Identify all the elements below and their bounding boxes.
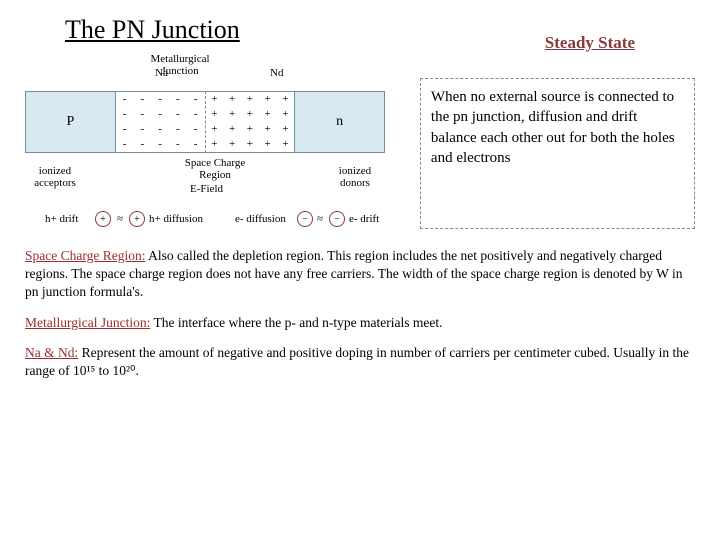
pos-charge-icon: + bbox=[265, 109, 271, 120]
neg-charge-icon: - bbox=[176, 124, 180, 135]
e-diffusion-label: e- diffusion bbox=[235, 213, 286, 225]
minus-circle-icon: − bbox=[297, 211, 313, 227]
neg-charge-icon: - bbox=[158, 94, 162, 105]
neg-charge-icon: - bbox=[158, 109, 162, 120]
h-drift-label: h+ drift bbox=[45, 213, 78, 225]
pos-charge-icon: + bbox=[229, 139, 235, 150]
pos-charge-icon: + bbox=[211, 94, 217, 105]
pos-charge-icon: + bbox=[247, 94, 253, 105]
neg-charge-icon: - bbox=[123, 124, 127, 135]
minus-circle-icon: − bbox=[329, 211, 345, 227]
approx-left: ≈ bbox=[117, 213, 123, 225]
ionized-acceptors-label: ionized acceptors bbox=[25, 165, 85, 189]
neg-charge-icon: - bbox=[141, 109, 145, 120]
efield-label: E-Field bbox=[190, 183, 223, 195]
pn-box: P -------------------- +++++++++++++++++… bbox=[25, 91, 385, 153]
def-met-text: The interface where the p- and n-type ma… bbox=[150, 315, 442, 330]
drift-diffusion-row: h+ drift + ≈ + h+ diffusion e- diffusion… bbox=[25, 209, 395, 229]
neg-charge-icon: - bbox=[123, 109, 127, 120]
e-drift-label: e- drift bbox=[349, 213, 379, 225]
def-metallurgical: Metallurgical Junction: The interface wh… bbox=[25, 314, 695, 332]
pos-charge-icon: + bbox=[229, 94, 235, 105]
metallurgical-junction-label: Metallurgical Junction bbox=[135, 53, 225, 77]
top-section: Steady State Metallurgical Junction Na N… bbox=[25, 53, 695, 229]
def-met-term: Metallurgical Junction: bbox=[25, 315, 150, 330]
def-nand-term: Na & Nd: bbox=[25, 345, 78, 360]
positive-charge-region: + + + + + + + + + + + + + + + + + + + + bbox=[206, 91, 295, 153]
plus-circle-icon: + bbox=[95, 211, 111, 227]
neg-charge-icon: - bbox=[176, 94, 180, 105]
pos-charge-icon: + bbox=[247, 109, 253, 120]
pos-charge-icon: + bbox=[282, 124, 288, 135]
pos-charge-icon: + bbox=[282, 109, 288, 120]
neg-charge-icon: - bbox=[123, 94, 127, 105]
pos-charge-icon: + bbox=[265, 124, 271, 135]
negative-charge-region: - - - - - - - - - - - - - - - - - - - - bbox=[116, 91, 206, 153]
pos-charge-icon: + bbox=[229, 109, 235, 120]
def-scr-term: Space Charge Region: bbox=[25, 248, 145, 263]
pos-charge-icon: + bbox=[211, 139, 217, 150]
n-region: n bbox=[294, 91, 385, 153]
ionized-donors-label: ionized donors bbox=[325, 165, 385, 189]
def-nand-text: Represent the amount of negative and pos… bbox=[25, 345, 689, 378]
pn-diagram: Metallurgical Junction Na Nd P ---------… bbox=[25, 53, 395, 229]
definitions: Space Charge Region: Also called the dep… bbox=[25, 247, 695, 380]
pos-charge-icon: + bbox=[247, 124, 253, 135]
pos-charge-icon: + bbox=[282, 94, 288, 105]
def-nand: Na & Nd: Represent the amount of negativ… bbox=[25, 344, 695, 380]
neg-charge-icon: - bbox=[123, 139, 127, 150]
approx-right: ≈ bbox=[317, 213, 323, 225]
neg-charge-icon: - bbox=[194, 139, 198, 150]
plus-circle-icon: + bbox=[129, 211, 145, 227]
neg-charge-icon: - bbox=[158, 124, 162, 135]
pos-charge-icon: + bbox=[247, 139, 253, 150]
p-region: P bbox=[25, 91, 116, 153]
neg-charge-icon: - bbox=[141, 124, 145, 135]
neg-charge-icon: - bbox=[141, 139, 145, 150]
neg-charge-icon: - bbox=[194, 109, 198, 120]
pos-charge-icon: + bbox=[265, 139, 271, 150]
neg-charge-icon: - bbox=[158, 139, 162, 150]
pos-charge-icon: + bbox=[265, 94, 271, 105]
explanation-box: When no external source is connected to … bbox=[420, 78, 695, 229]
neg-charge-icon: - bbox=[176, 109, 180, 120]
neg-charge-icon: - bbox=[141, 94, 145, 105]
def-scr: Space Charge Region: Also called the dep… bbox=[25, 247, 695, 302]
na-label: Na bbox=[155, 67, 168, 79]
neg-charge-icon: - bbox=[194, 94, 198, 105]
nd-label: Nd bbox=[270, 67, 283, 79]
neg-charge-icon: - bbox=[176, 139, 180, 150]
h-diffusion-label: h+ diffusion bbox=[149, 213, 203, 225]
steady-state-label: Steady State bbox=[545, 33, 635, 53]
space-charge-region-label: Space Charge Region bbox=[170, 157, 260, 181]
pos-charge-icon: + bbox=[229, 124, 235, 135]
neg-charge-icon: - bbox=[194, 124, 198, 135]
pos-charge-icon: + bbox=[211, 109, 217, 120]
pos-charge-icon: + bbox=[282, 139, 288, 150]
pos-charge-icon: + bbox=[211, 124, 217, 135]
